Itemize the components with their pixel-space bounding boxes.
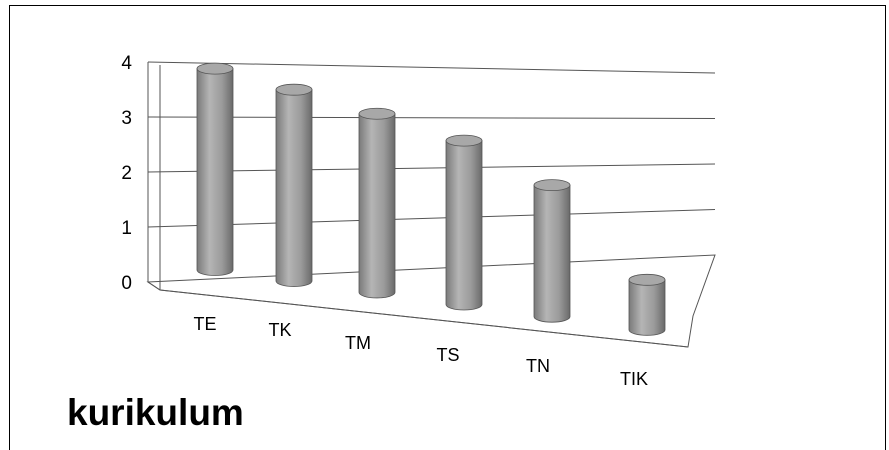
- bar: [628, 273, 666, 336]
- gridline: [147, 163, 716, 173]
- bar-body: [628, 279, 666, 336]
- chart-title: kurikulum: [67, 392, 244, 433]
- bar-body: [533, 184, 571, 323]
- y-tick-label: 3: [121, 108, 132, 129]
- gridline: [147, 209, 716, 228]
- bar: [196, 62, 234, 276]
- bar: [445, 134, 483, 311]
- x-axis-labels: TE TK TM TS TN TIK: [193, 314, 648, 389]
- chart-frame: [9, 5, 886, 450]
- bar-top: [196, 62, 234, 75]
- bar: [358, 107, 396, 299]
- bar-top: [445, 134, 483, 147]
- bars: [196, 62, 666, 336]
- y-tick-label: 0: [121, 273, 132, 294]
- bar-body: [358, 113, 396, 299]
- bar-top: [628, 273, 666, 286]
- bar-body: [196, 68, 234, 276]
- x-category-label: TK: [268, 320, 291, 340]
- floor-front-edge: [159, 289, 689, 348]
- bar-body: [445, 140, 483, 311]
- gridlines: [147, 61, 716, 291]
- x-category-label: TIK: [620, 369, 648, 389]
- x-category-label: TM: [345, 333, 371, 353]
- gridline: [147, 116, 716, 119]
- x-category-label: TE: [193, 314, 216, 334]
- y-tick-label: 2: [121, 163, 132, 184]
- bar: [275, 83, 313, 287]
- gridline: [147, 61, 716, 74]
- bar-top: [275, 83, 313, 96]
- x-category-label: TS: [436, 345, 459, 365]
- y-tick-label: 4: [121, 53, 132, 74]
- y-axis-ticks: 0 1 2 3 4: [121, 53, 132, 294]
- bar-top: [533, 179, 571, 192]
- bar: [533, 179, 571, 323]
- bar-body: [275, 89, 313, 287]
- chart-floor: [146, 254, 716, 348]
- x-category-label: TN: [526, 356, 550, 376]
- floor-outline: [146, 254, 716, 348]
- bar-top: [358, 107, 396, 120]
- y-tick-label: 1: [121, 218, 132, 239]
